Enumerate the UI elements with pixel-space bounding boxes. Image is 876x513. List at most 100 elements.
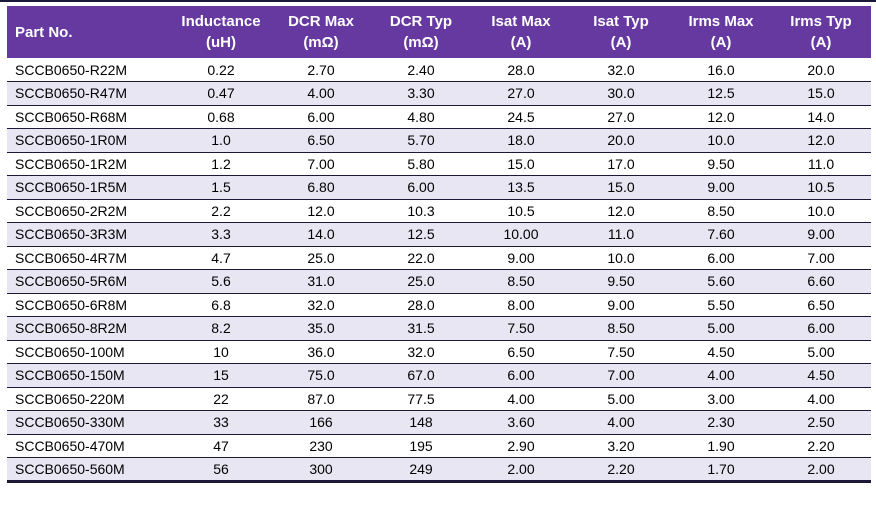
value-cell-irms-max: 16.0 bbox=[671, 58, 771, 82]
value-cell-irms-max: 12.0 bbox=[671, 105, 771, 129]
table-row: SCCB0650-1R0M 1.0 6.50 5.70 18.0 20.0 10.0 12.0 bbox=[7, 128, 871, 153]
value-cell-dcr-typ: 32.0 bbox=[371, 340, 471, 364]
value-cell-dcr-max: 14.0 bbox=[271, 222, 371, 247]
column-header-part-no: Part No. bbox=[7, 6, 171, 58]
value-cell-isat-max: 28.0 bbox=[471, 58, 571, 82]
value-cell-dcr-typ: 148 bbox=[371, 410, 471, 435]
value-cell-inductance: 4.7 bbox=[171, 246, 271, 270]
value-cell-inductance: 56 bbox=[171, 457, 271, 483]
table-row: SCCB0650-1R2M 1.2 7.00 5.80 15.0 17.0 9.50 11.0 bbox=[7, 152, 871, 176]
header-label-line1: Isat Max bbox=[491, 13, 551, 30]
value-cell-irms-typ: 5.00 bbox=[771, 340, 871, 364]
value-cell-dcr-typ: 25.0 bbox=[371, 269, 471, 294]
value-cell-dcr-max: 6.50 bbox=[271, 128, 371, 153]
header-label-line2: (A) bbox=[510, 34, 532, 51]
part-no-cell: SCCB0650-R68M bbox=[7, 105, 171, 129]
header-label-line1: Inductance bbox=[181, 13, 261, 30]
value-cell-isat-max: 27.0 bbox=[471, 81, 571, 106]
value-cell-irms-typ: 12.0 bbox=[771, 128, 871, 153]
table-row: SCCB0650-R22M 0.22 2.70 2.40 28.0 32.0 16.0 20.… bbox=[7, 58, 871, 82]
part-no-cell: SCCB0650-1R5M bbox=[7, 175, 171, 200]
table-row: SCCB0650-150M 15 75.0 67.0 6.00 7.00 4.00 4.50 bbox=[7, 363, 871, 388]
value-cell-irms-typ: 6.00 bbox=[771, 316, 871, 341]
value-cell-isat-max: 7.50 bbox=[471, 316, 571, 341]
table-header: Part No. Inductance (uH) DCR Max (mΩ) DCR Typ… bbox=[7, 6, 871, 58]
value-cell-irms-typ: 2.20 bbox=[771, 434, 871, 458]
part-no-cell: SCCB0650-4R7M bbox=[7, 246, 171, 270]
part-no-cell: SCCB0650-100M bbox=[7, 340, 171, 364]
value-cell-dcr-max: 300 bbox=[271, 457, 371, 483]
table-row: SCCB0650-6R8M 6.8 32.0 28.0 8.00 9.00 5.50 6.50 bbox=[7, 293, 871, 317]
value-cell-isat-max: 24.5 bbox=[471, 105, 571, 129]
value-cell-isat-max: 9.00 bbox=[471, 246, 571, 270]
header-label-line1: DCR Typ bbox=[389, 13, 453, 30]
value-cell-dcr-typ: 4.80 bbox=[371, 105, 471, 129]
table-row: SCCB0650-100M 10 36.0 32.0 6.50 7.50 4.50 5.00 bbox=[7, 340, 871, 364]
value-cell-dcr-max: 75.0 bbox=[271, 363, 371, 388]
value-cell-dcr-typ: 12.5 bbox=[371, 222, 471, 247]
value-cell-inductance: 8.2 bbox=[171, 316, 271, 341]
value-cell-irms-typ: 14.0 bbox=[771, 105, 871, 129]
table-row: SCCB0650-4R7M 4.7 25.0 22.0 9.00 10.0 6.00 7.00 bbox=[7, 246, 871, 270]
value-cell-isat-typ: 17.0 bbox=[571, 152, 671, 176]
value-cell-inductance: 33 bbox=[171, 410, 271, 435]
column-header-irms-typ: Irms Typ (A) bbox=[771, 6, 871, 58]
value-cell-inductance: 10 bbox=[171, 340, 271, 364]
table-row: SCCB0650-3R3M 3.3 14.0 12.5 10.00 11.0 7.60 9.0… bbox=[7, 222, 871, 247]
value-cell-irms-typ: 6.60 bbox=[771, 269, 871, 294]
value-cell-dcr-max: 31.0 bbox=[271, 269, 371, 294]
value-cell-isat-typ: 8.50 bbox=[571, 316, 671, 341]
value-cell-isat-typ: 12.0 bbox=[571, 199, 671, 223]
header-label-line2: (A) bbox=[710, 34, 732, 51]
value-cell-isat-max: 18.0 bbox=[471, 128, 571, 153]
column-header-irms-max: Irms Max (A) bbox=[671, 6, 771, 58]
value-cell-irms-max: 4.00 bbox=[671, 363, 771, 388]
value-cell-dcr-max: 230 bbox=[271, 434, 371, 458]
value-cell-dcr-typ: 195 bbox=[371, 434, 471, 458]
value-cell-irms-max: 9.50 bbox=[671, 152, 771, 176]
part-no-cell: SCCB0650-150M bbox=[7, 363, 171, 388]
value-cell-isat-typ: 30.0 bbox=[571, 81, 671, 106]
value-cell-isat-max: 13.5 bbox=[471, 175, 571, 200]
value-cell-irms-max: 1.70 bbox=[671, 457, 771, 483]
value-cell-irms-typ: 2.00 bbox=[771, 457, 871, 483]
value-cell-inductance: 22 bbox=[171, 387, 271, 411]
value-cell-dcr-typ: 249 bbox=[371, 457, 471, 483]
header-label-line2: (A) bbox=[810, 34, 832, 51]
value-cell-irms-max: 7.60 bbox=[671, 222, 771, 247]
top-rule bbox=[0, 0, 876, 2]
value-cell-irms-max: 12.5 bbox=[671, 81, 771, 106]
value-cell-dcr-typ: 3.30 bbox=[371, 81, 471, 106]
part-no-cell: SCCB0650-1R2M bbox=[7, 152, 171, 176]
value-cell-irms-max: 5.50 bbox=[671, 293, 771, 317]
value-cell-inductance: 0.68 bbox=[171, 105, 271, 129]
part-no-cell: SCCB0650-R47M bbox=[7, 81, 171, 106]
value-cell-dcr-max: 7.00 bbox=[271, 152, 371, 176]
value-cell-dcr-typ: 31.5 bbox=[371, 316, 471, 341]
part-no-cell: SCCB0650-560M bbox=[7, 457, 171, 483]
value-cell-irms-typ: 7.00 bbox=[771, 246, 871, 270]
value-cell-irms-max: 3.00 bbox=[671, 387, 771, 411]
value-cell-dcr-max: 25.0 bbox=[271, 246, 371, 270]
value-cell-irms-typ: 10.0 bbox=[771, 199, 871, 223]
value-cell-irms-typ: 20.0 bbox=[771, 58, 871, 82]
part-no-cell: SCCB0650-1R0M bbox=[7, 128, 171, 153]
value-cell-inductance: 1.5 bbox=[171, 175, 271, 200]
table-row: SCCB0650-1R5M 1.5 6.80 6.00 13.5 15.0 9.00 10.5 bbox=[7, 175, 871, 200]
value-cell-isat-typ: 3.20 bbox=[571, 434, 671, 458]
part-no-cell: SCCB0650-R22M bbox=[7, 58, 171, 82]
value-cell-dcr-max: 4.00 bbox=[271, 81, 371, 106]
value-cell-isat-typ: 20.0 bbox=[571, 128, 671, 153]
value-cell-isat-typ: 4.00 bbox=[571, 410, 671, 435]
header-label-line2: (mΩ) bbox=[403, 34, 439, 51]
value-cell-irms-typ: 6.50 bbox=[771, 293, 871, 317]
value-cell-irms-typ: 2.50 bbox=[771, 410, 871, 435]
value-cell-isat-typ: 2.20 bbox=[571, 457, 671, 483]
table-row: SCCB0650-220M 22 87.0 77.5 4.00 5.00 3.00 4.00 bbox=[7, 387, 871, 411]
value-cell-irms-max: 5.60 bbox=[671, 269, 771, 294]
header-label-line1: Isat Typ bbox=[593, 13, 649, 30]
value-cell-dcr-typ: 77.5 bbox=[371, 387, 471, 411]
value-cell-irms-typ: 10.5 bbox=[771, 175, 871, 200]
inductor-spec-table: Part No. Inductance (uH) DCR Max (mΩ) DCR Typ… bbox=[7, 6, 871, 483]
value-cell-isat-typ: 9.00 bbox=[571, 293, 671, 317]
